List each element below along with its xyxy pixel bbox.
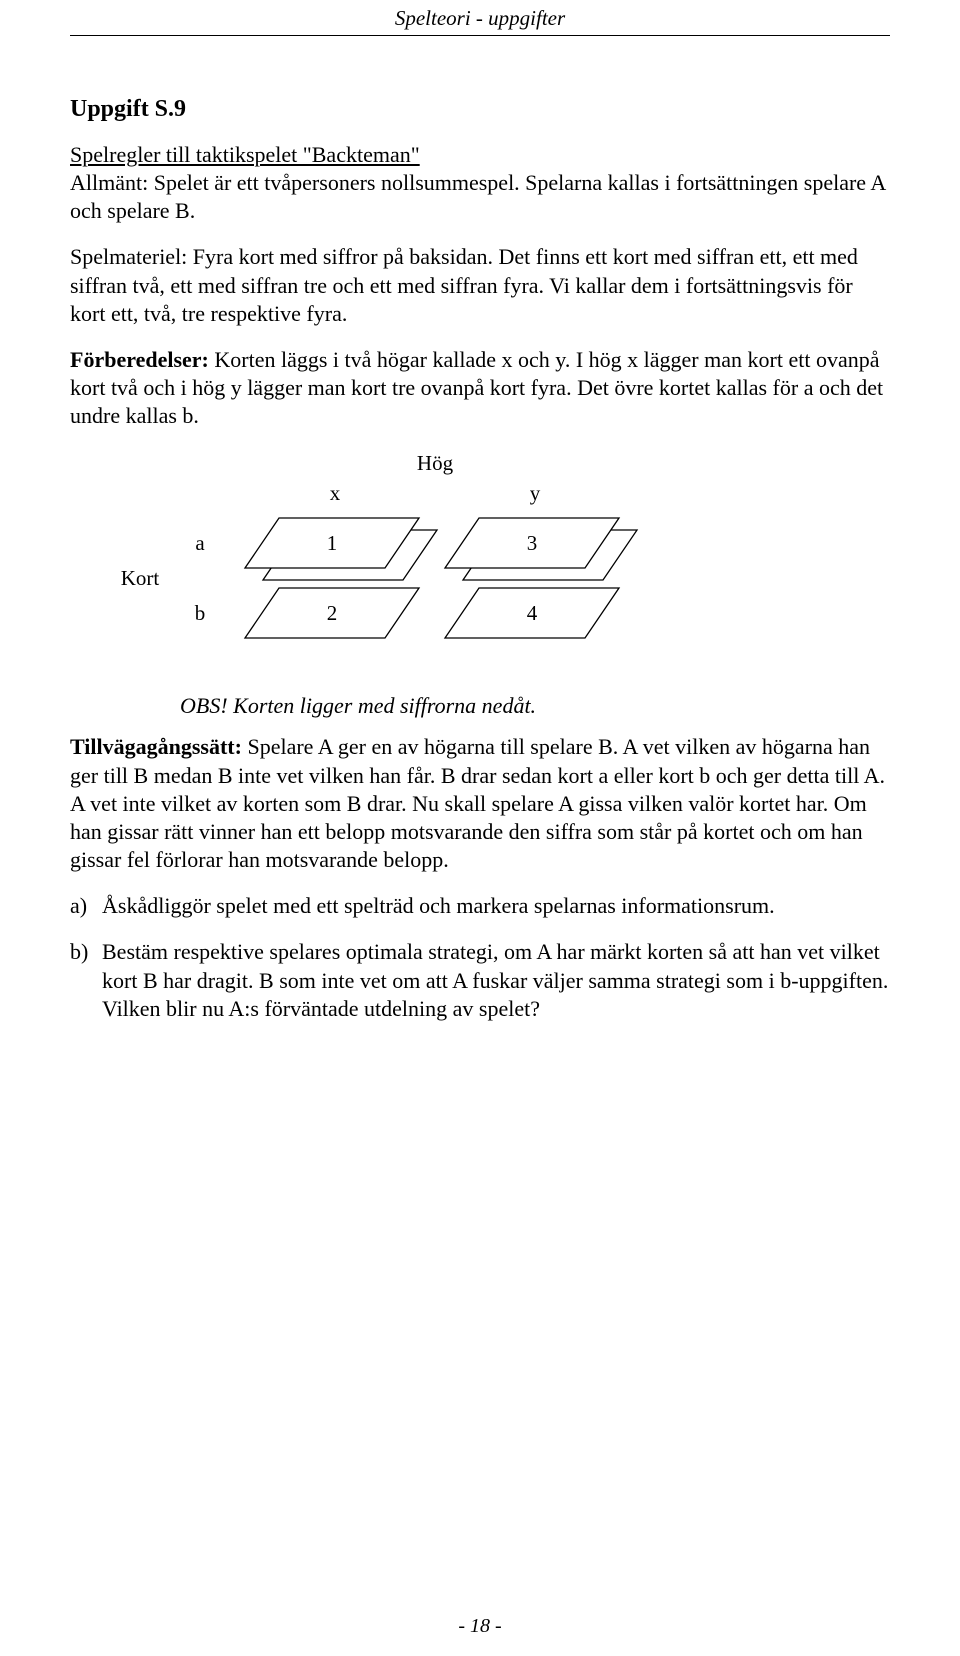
svg-text:x: x <box>330 481 341 505</box>
exercise-title: Uppgift S.9 <box>70 96 890 123</box>
paragraph-material: Spelmateriel: Fyra kort med siffror på b… <box>70 243 890 327</box>
document-page: Spelteori - uppgifter Uppgift S.9 Spelre… <box>0 0 960 1656</box>
page-footer: - 18 - <box>0 1615 960 1638</box>
diagram-svg: Hög x y a b Kort 1 2 3 4 <box>70 448 670 678</box>
marker-b: b) <box>70 938 102 1022</box>
marker-a: a) <box>70 892 102 920</box>
body-b: Bestäm respektive spelares optimala stra… <box>102 938 890 1022</box>
obs-note: OBS! Korten ligger med siffrorna nedåt. <box>180 693 890 719</box>
prep-label: Förberedelser: <box>70 347 209 372</box>
svg-text:3: 3 <box>527 531 538 555</box>
card-pile-diagram: Hög x y a b Kort 1 2 3 4 <box>70 448 890 683</box>
paragraph-rules: Spelregler till taktikspelet "Backteman"… <box>70 141 890 225</box>
paragraph-procedure: Tillvägagångssätt: Spelare A ger en av h… <box>70 733 890 874</box>
svg-text:y: y <box>530 481 541 505</box>
svg-text:Hög: Hög <box>417 451 454 475</box>
body-a: Åskådliggör spelet med ett spelträd och … <box>102 892 890 920</box>
svg-text:2: 2 <box>327 601 338 625</box>
svg-text:a: a <box>195 531 205 555</box>
procedure-label: Tillvägagångssätt: <box>70 734 242 759</box>
svg-text:1: 1 <box>327 531 338 555</box>
svg-text:4: 4 <box>527 601 538 625</box>
rules-body: Allmänt: Spelet är ett tvåpersoners noll… <box>70 170 885 223</box>
svg-text:b: b <box>195 601 206 625</box>
svg-text:Kort: Kort <box>121 566 160 590</box>
question-a: a) Åskådliggör spelet med ett spelträd o… <box>70 892 890 920</box>
rules-underline: Spelregler till taktikspelet "Backteman" <box>70 142 420 167</box>
paragraph-preparations: Förberedelser: Korten läggs i två högar … <box>70 346 890 430</box>
question-b: b) Bestäm respektive spelares optimala s… <box>70 938 890 1022</box>
page-header: Spelteori - uppgifter <box>70 0 890 36</box>
